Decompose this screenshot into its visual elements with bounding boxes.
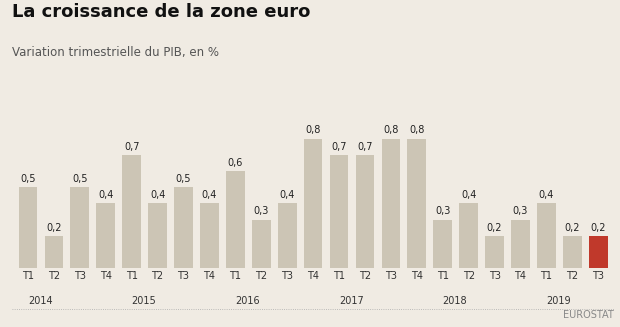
Text: EUROSTAT: EUROSTAT bbox=[563, 310, 614, 320]
Text: 0,4: 0,4 bbox=[280, 190, 295, 200]
Bar bbox=[19, 187, 37, 268]
Text: 2017: 2017 bbox=[339, 296, 364, 306]
Bar bbox=[174, 187, 193, 268]
Bar bbox=[381, 139, 400, 268]
Bar bbox=[226, 171, 245, 268]
Text: 0,4: 0,4 bbox=[539, 190, 554, 200]
Bar bbox=[563, 236, 582, 268]
Text: Variation trimestrielle du PIB, en %: Variation trimestrielle du PIB, en % bbox=[12, 46, 219, 59]
Text: 2018: 2018 bbox=[443, 296, 467, 306]
Text: 0,2: 0,2 bbox=[487, 222, 502, 232]
Bar bbox=[330, 155, 348, 268]
Text: 0,4: 0,4 bbox=[150, 190, 166, 200]
Text: 0,8: 0,8 bbox=[383, 125, 399, 135]
Bar bbox=[278, 203, 296, 268]
Text: 0,5: 0,5 bbox=[72, 174, 87, 184]
Text: 0,7: 0,7 bbox=[124, 142, 140, 151]
Bar bbox=[589, 236, 608, 268]
Text: 0,3: 0,3 bbox=[254, 206, 269, 216]
Text: 2016: 2016 bbox=[236, 296, 260, 306]
Text: 2014: 2014 bbox=[28, 296, 53, 306]
Text: 0,2: 0,2 bbox=[590, 222, 606, 232]
Text: 0,4: 0,4 bbox=[461, 190, 476, 200]
Bar bbox=[356, 155, 374, 268]
Text: 0,5: 0,5 bbox=[20, 174, 36, 184]
Text: 0,3: 0,3 bbox=[435, 206, 450, 216]
Bar bbox=[407, 139, 426, 268]
Text: La croissance de la zone euro: La croissance de la zone euro bbox=[12, 3, 311, 21]
Text: 0,8: 0,8 bbox=[409, 125, 425, 135]
Text: 0,7: 0,7 bbox=[357, 142, 373, 151]
Text: 0,5: 0,5 bbox=[175, 174, 191, 184]
Bar bbox=[252, 219, 270, 268]
Bar bbox=[537, 203, 556, 268]
Bar bbox=[485, 236, 504, 268]
Bar bbox=[304, 139, 322, 268]
Text: 0,3: 0,3 bbox=[513, 206, 528, 216]
Bar bbox=[96, 203, 115, 268]
Text: 2019: 2019 bbox=[546, 296, 571, 306]
Text: 0,7: 0,7 bbox=[331, 142, 347, 151]
Bar bbox=[122, 155, 141, 268]
Text: 0,2: 0,2 bbox=[46, 222, 61, 232]
Text: 0,8: 0,8 bbox=[306, 125, 321, 135]
Text: 2015: 2015 bbox=[131, 296, 156, 306]
Bar bbox=[200, 203, 219, 268]
Bar bbox=[433, 219, 452, 268]
Bar bbox=[511, 219, 530, 268]
Text: 0,2: 0,2 bbox=[565, 222, 580, 232]
Bar bbox=[45, 236, 63, 268]
Text: 0,6: 0,6 bbox=[228, 158, 243, 168]
Text: 0,4: 0,4 bbox=[98, 190, 113, 200]
Bar bbox=[459, 203, 478, 268]
Text: 0,4: 0,4 bbox=[202, 190, 217, 200]
Bar bbox=[71, 187, 89, 268]
Bar bbox=[148, 203, 167, 268]
